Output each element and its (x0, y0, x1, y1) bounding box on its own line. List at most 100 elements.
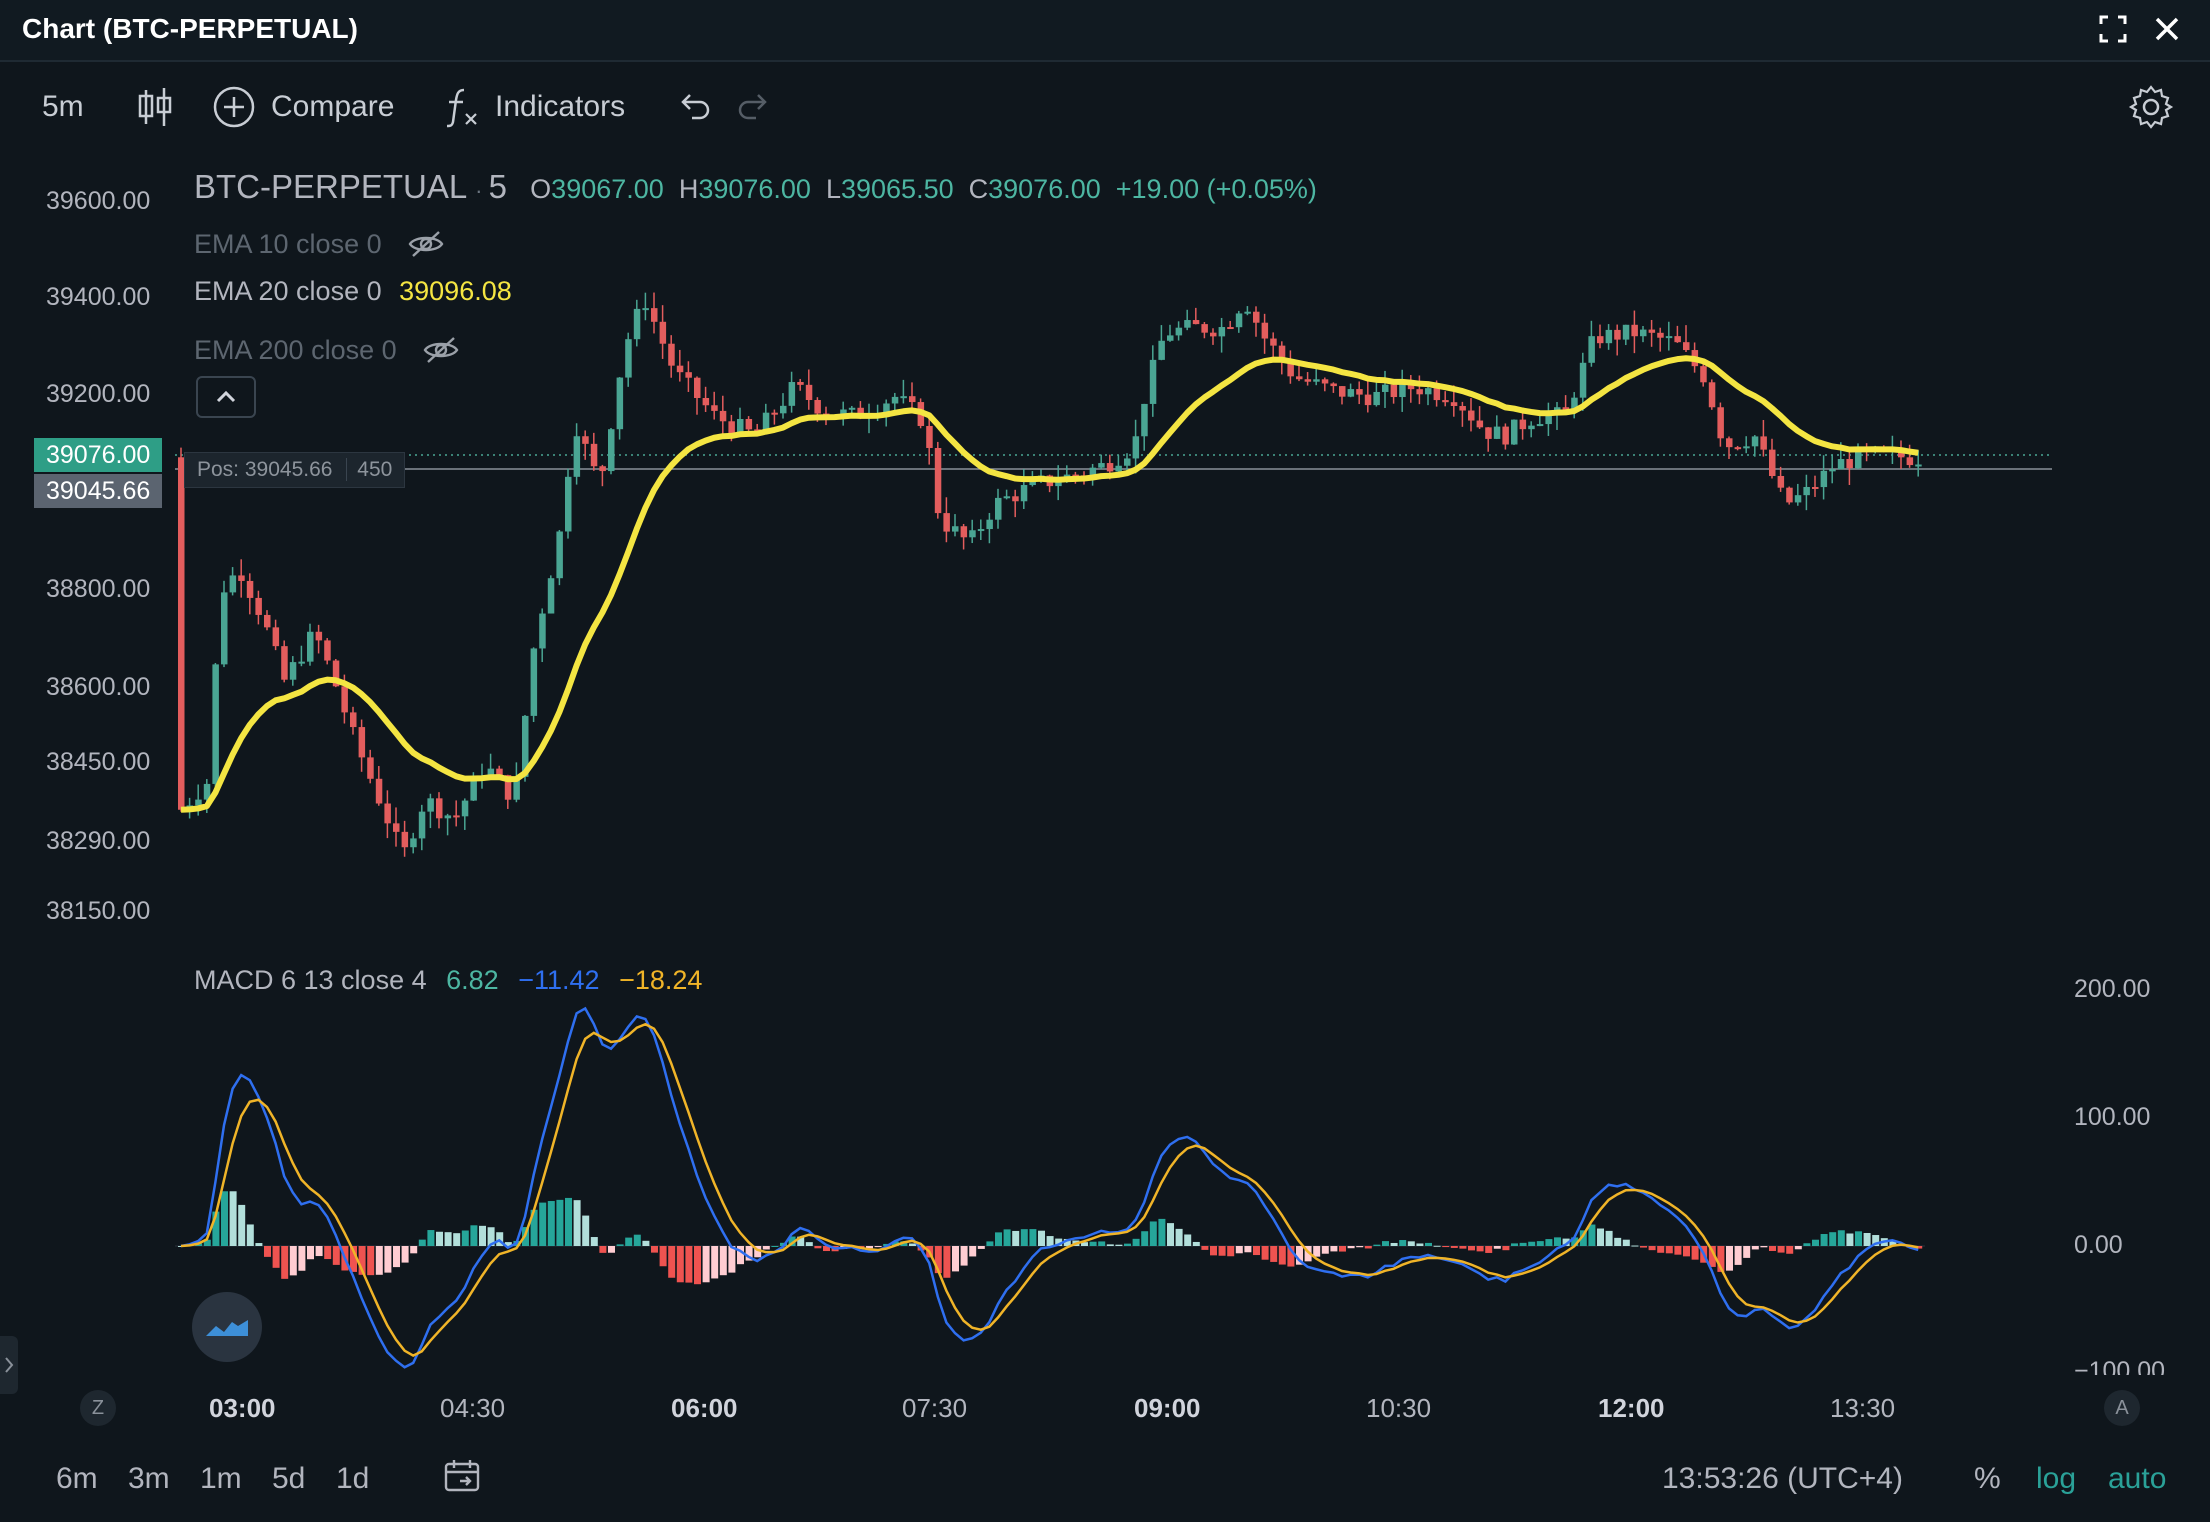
macd-histogram-bar (1631, 1245, 1639, 1247)
candle-body (1493, 426, 1501, 439)
macd-histogram-bar (444, 1232, 452, 1246)
candle-body (1313, 379, 1320, 382)
macd-histogram-bar (1227, 1246, 1235, 1257)
position-tooltip[interactable]: Pos: 39045.66 450 (184, 452, 406, 488)
study-macd[interactable]: MACD 6 13 close 4 6.82 −11.42 −18.24 (194, 965, 702, 996)
macd-histogram-bar (866, 1246, 873, 1249)
candle-body (952, 526, 959, 532)
candle-body (453, 815, 460, 818)
close-icon[interactable] (2150, 12, 2184, 46)
macd-histogram-bar (1751, 1246, 1759, 1250)
macd-histogram-bar (238, 1204, 246, 1246)
macd-histogram-bar (934, 1246, 942, 1274)
macd-histogram-bar (1648, 1246, 1656, 1251)
macd-histogram-bar (625, 1237, 633, 1246)
bottom-toolbar: 6m 3m 1m 5d 1d 13:53:26 (UTC+4) % log au… (0, 1440, 2210, 1522)
candle-body (1321, 379, 1329, 384)
range-1m[interactable]: 1m (200, 1462, 242, 1495)
candle-body (1132, 436, 1140, 459)
collapse-legend-button[interactable] (196, 376, 256, 418)
auto-scale-button[interactable]: A (2104, 1390, 2140, 1426)
candle-body (367, 757, 374, 779)
eye-hidden-icon[interactable] (407, 229, 445, 259)
candle-body (238, 575, 245, 581)
compare-label: Compare (271, 90, 395, 123)
ema20-label: EMA 20 close 0 (194, 276, 382, 306)
macd-histogram-bar (1218, 1246, 1226, 1256)
candle-body (582, 436, 589, 444)
side-panel-handle[interactable] (0, 1336, 18, 1394)
candle-body (1502, 426, 1509, 445)
macd-histogram-bar (565, 1197, 572, 1246)
candle-body (1597, 336, 1604, 344)
zoom-reset-button[interactable]: Z (80, 1390, 116, 1426)
chevron-right-icon (5, 1357, 14, 1373)
compare-button[interactable]: Compare (212, 84, 402, 130)
macd-histogram-bar (1665, 1246, 1673, 1254)
candle-body (1657, 332, 1664, 338)
macd-histogram-bar (1588, 1224, 1596, 1246)
study-ema200[interactable]: EMA 200 close 0 (194, 329, 459, 366)
candle-body (487, 768, 495, 776)
candle-body (246, 580, 254, 598)
macd-histogram-bar (1640, 1246, 1647, 1248)
macd-histogram-bar (1020, 1229, 1028, 1246)
candle-body (642, 308, 649, 311)
candle-body (711, 405, 718, 411)
candle-body (1631, 324, 1638, 337)
clock-timezone[interactable]: 13:53:26 (UTC+4) (1662, 1462, 1903, 1495)
macd-histogram-bar (1545, 1239, 1553, 1246)
macd-histogram-bar (1691, 1246, 1699, 1260)
range-3m[interactable]: 3m (128, 1462, 170, 1495)
candle-body (1012, 496, 1019, 502)
range-1d[interactable]: 1d (336, 1462, 370, 1495)
macd-histogram-bar (410, 1246, 418, 1254)
macd-histogram-bar (281, 1246, 289, 1279)
candle-body (1605, 329, 1613, 344)
candle-body (1227, 327, 1234, 330)
time-tick: 10:30 (1366, 1393, 1432, 1423)
candle-body (1270, 338, 1277, 346)
macd-histogram-bar (668, 1246, 676, 1278)
macd-histogram-bar (797, 1236, 805, 1246)
range-6m[interactable]: 6m (56, 1462, 98, 1495)
auto-toggle[interactable]: auto (2108, 1462, 2167, 1495)
candle-body (1855, 447, 1862, 469)
candle-body (1124, 458, 1131, 466)
candle-body (1433, 388, 1441, 401)
macd-histogram-bar (358, 1246, 366, 1275)
candle-body (1089, 467, 1097, 476)
macd-histogram-bar (1769, 1246, 1776, 1251)
macd-histogram-bar (1812, 1239, 1819, 1246)
calendar-goto-icon[interactable] (442, 1456, 482, 1504)
eye-hidden-icon[interactable] (422, 335, 460, 365)
study-ema10[interactable]: EMA 10 close 0 (194, 223, 444, 260)
candle-body (848, 407, 856, 410)
candle-body (934, 447, 942, 514)
settings-gear-icon[interactable] (2128, 84, 2174, 130)
tradingview-logo-icon[interactable] (192, 1292, 262, 1362)
range-5d[interactable]: 5d (272, 1462, 306, 1495)
candle-type-icon[interactable] (134, 84, 174, 130)
macd-histogram-bar (530, 1209, 538, 1246)
macd-histogram-bar (203, 1239, 211, 1246)
candle-body (1665, 336, 1673, 339)
fullscreen-icon[interactable] (2096, 12, 2130, 46)
macd-line (180, 1006, 1919, 1369)
candle-body (255, 597, 262, 615)
indicators-button[interactable]: Indicators (444, 84, 644, 130)
log-toggle[interactable]: log (2036, 1462, 2077, 1495)
legend-interval: 5 (488, 168, 507, 205)
study-ema20[interactable]: EMA 20 close 0 39096.08 (194, 276, 512, 307)
macd-histogram-bar (960, 1246, 968, 1266)
undo-icon[interactable] (674, 84, 714, 130)
candle-body (1347, 389, 1355, 397)
macd-histogram-bar (1029, 1229, 1037, 1246)
macd-histogram-bar (1115, 1244, 1123, 1246)
redo-icon[interactable] (734, 84, 774, 130)
interval-label: 5m (42, 90, 84, 123)
macd-histogram-bar (995, 1232, 1002, 1246)
candle-body (470, 776, 477, 801)
percent-toggle[interactable]: % (1974, 1462, 2001, 1495)
